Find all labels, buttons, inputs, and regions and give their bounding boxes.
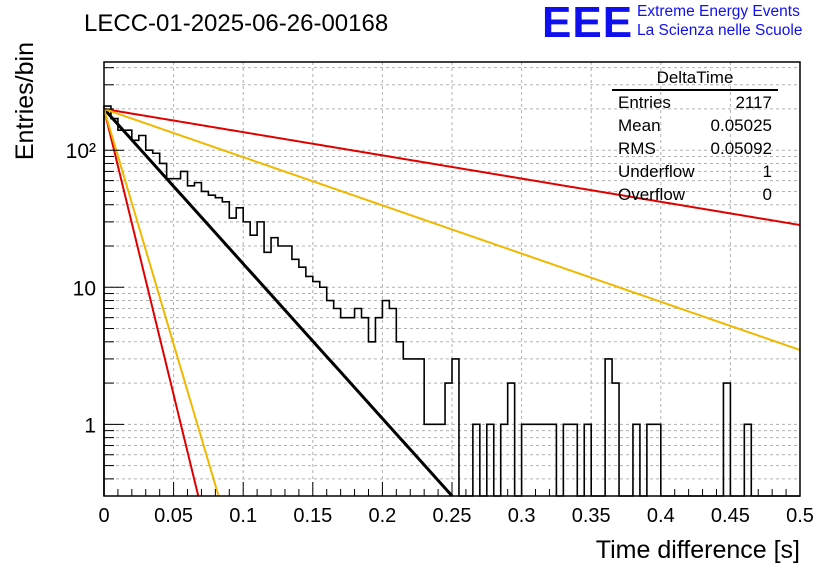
x-tick-label: 0.45 [711,505,750,527]
x-tick-label: 0.05 [154,505,193,527]
x-axis-label: Time difference [s] [596,536,800,564]
x-tick-label: 0.2 [368,505,396,527]
x-tick-label: 0.5 [786,505,814,527]
stats-value: 0 [762,185,772,204]
x-tick-label: 0.3 [508,505,536,527]
stats-row: Overflow 0 [612,183,778,206]
stats-label: Underflow [618,162,695,181]
x-tick-label: 0.35 [572,505,611,527]
stats-value: 1 [762,162,772,181]
x-tick-label: 0.25 [433,505,472,527]
x-tick-label: 0.4 [647,505,675,527]
stats-box: DeltaTime Entries 2117 Mean 0.05025 RMS … [612,68,778,206]
run-title: LECC-01-2025-06-26-00168 [84,10,389,37]
y-axis-label: Entries/bin [11,42,39,160]
x-tick-label: 0.15 [293,505,332,527]
logo-line-1: Extreme Energy Events [637,3,800,20]
stats-label: Overflow [618,185,686,204]
grid-layer [104,62,800,497]
fit-curve [103,107,801,226]
fit-curve [103,108,220,497]
y-tick-label: 10 [73,277,96,300]
eee-logo: EEE [542,0,634,47]
stats-label: Mean [618,116,661,135]
stats-row: Entries 2117 [612,91,778,114]
x-tick-label: 0 [98,505,109,527]
fit-curves-layer [102,107,801,497]
y-tick-label: 10² [66,140,96,163]
stats-label: RMS [618,139,656,158]
fit-curve [102,107,454,497]
y-tick-label: 1 [84,414,96,437]
fit-curve [103,107,801,351]
eee-logo-text: Extreme Energy Events La Scienza nelle S… [637,2,802,40]
stats-row: Underflow 1 [612,160,778,183]
axis-ticks-layer: 0 0.05 0.1 0.15 0.2 0.25 0.3 0.35 0.4 0.45 0.51101… [66,67,814,527]
stats-label: Entries [618,93,671,112]
stats-value: 0.05092 [710,139,772,158]
fit-curve [103,108,200,497]
stats-row: RMS 0.05092 [612,137,778,160]
stats-value: 0.05025 [710,116,772,135]
x-tick-label: 0.1 [229,505,257,527]
stats-row: Mean 0.05025 [612,114,778,137]
stats-title: DeltaTime [612,68,778,91]
stats-value: 2117 [735,93,772,112]
logo-line-2: La Scienza nelle Scuole [637,22,803,39]
